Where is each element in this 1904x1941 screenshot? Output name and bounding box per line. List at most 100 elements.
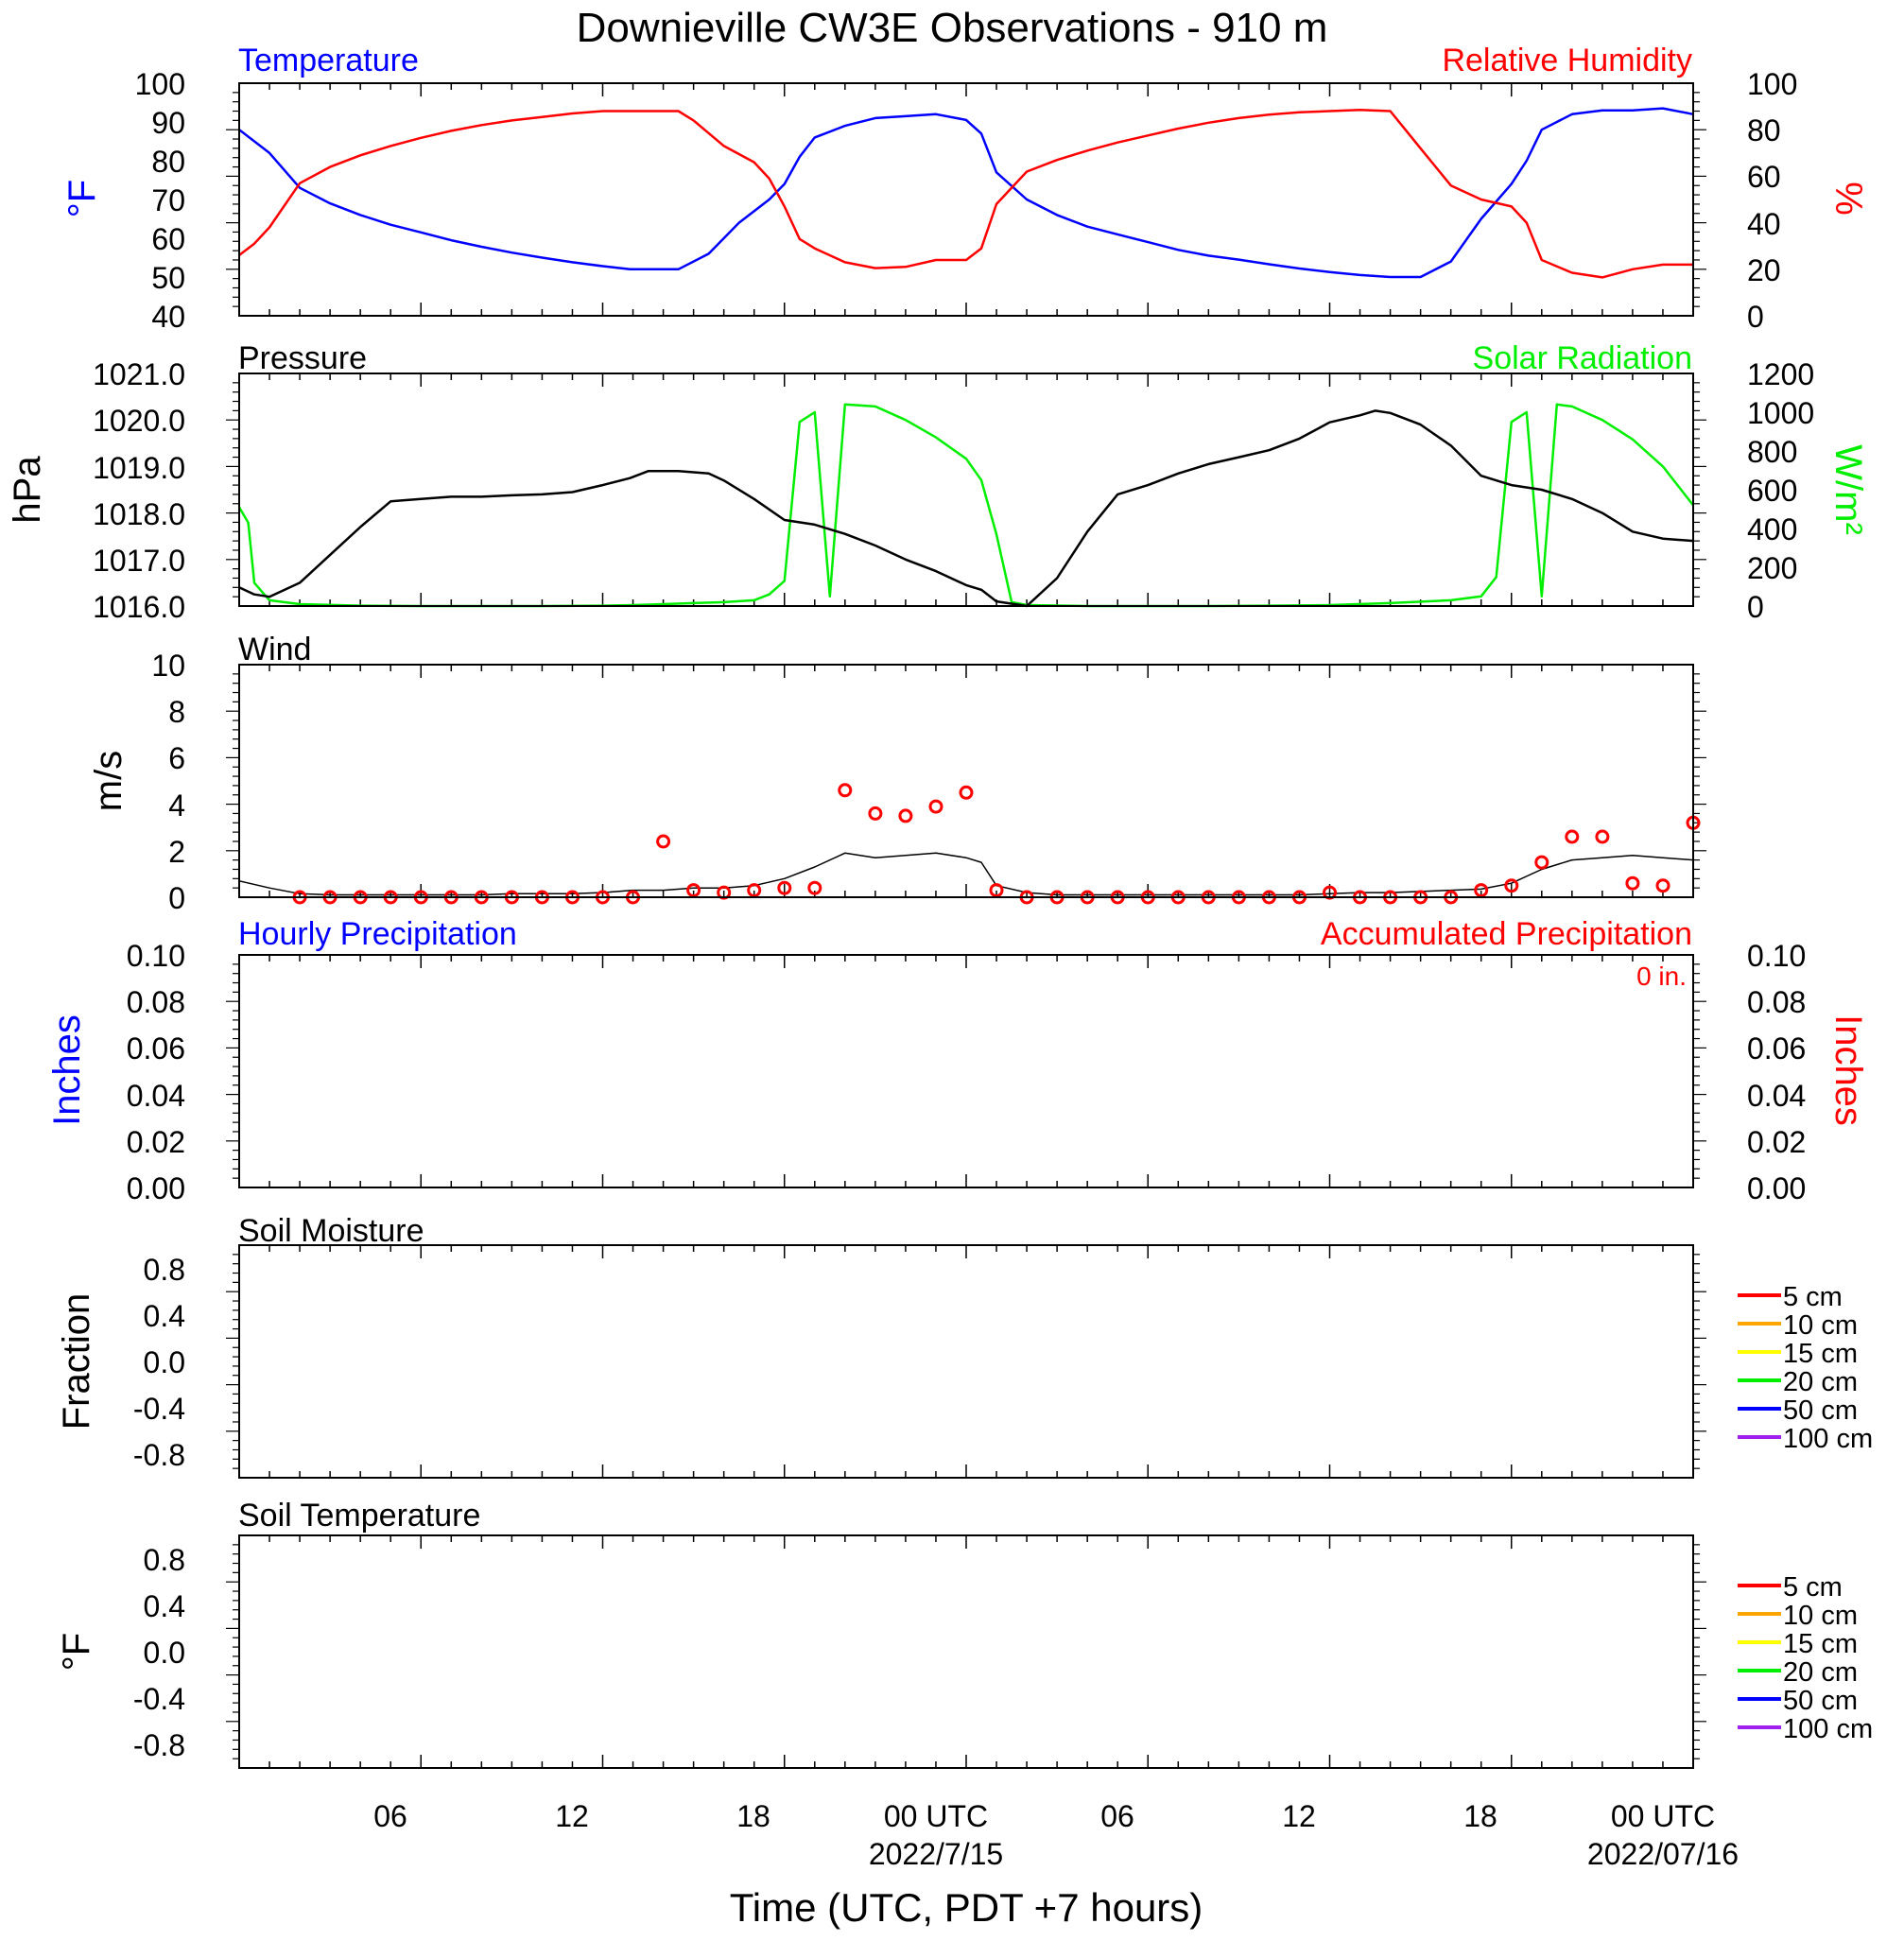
panel-tick-marks: [226, 665, 1706, 897]
soil-temp-ticks: 0.8 0.4 0.0 -0.4 -0.8: [133, 1543, 185, 1762]
y-tick-label: 100: [1747, 67, 1797, 101]
y-tick-label: 60: [1747, 160, 1781, 194]
x-tick-label: 12: [1282, 1799, 1316, 1833]
wind-ticks: 10 8 6 4 2 0: [151, 649, 185, 915]
y-tick-label: 2: [168, 835, 185, 869]
y-tick-label: 1200: [1747, 357, 1814, 391]
panel-temp-rh: Temperature Relative Humidity °F % 100 9…: [61, 43, 1869, 334]
y-tick-label: 0.00: [127, 1171, 185, 1205]
y-tick-label: 6: [168, 741, 185, 775]
x-tick-label: 18: [1463, 1799, 1497, 1833]
temperature-unit: °F: [61, 180, 103, 217]
legend-label: 5 cm: [1783, 1282, 1843, 1312]
soil-moisture-ticks: 0.8 0.4 0.0 -0.4 -0.8: [133, 1253, 185, 1472]
soil-temp-unit: °F: [56, 1633, 97, 1671]
y-tick-label: 80: [1747, 113, 1781, 147]
wind-marker: [747, 883, 762, 898]
panel-wind: Wind m/s 10 8 6 4 2 0: [88, 632, 1706, 915]
humidity-unit: %: [1827, 182, 1869, 216]
legend-label: 100 cm: [1783, 1424, 1873, 1454]
y-tick-label: 1019.0: [93, 451, 185, 485]
pressure-title: Pressure: [238, 340, 367, 376]
legend-label: 50 cm: [1783, 1686, 1858, 1716]
y-tick-label: 0.06: [127, 1031, 185, 1066]
legend-label: 5 cm: [1783, 1572, 1843, 1603]
panel-tick-marks: [226, 1245, 1706, 1478]
wind-marker: [838, 783, 853, 798]
wind-marker: [868, 806, 883, 821]
accum-precip-total: 0 in.: [1636, 962, 1687, 991]
accum-precip-unit: Inches: [1827, 1014, 1869, 1126]
wind-marker: [807, 880, 822, 895]
y-tick-label: 0.4: [144, 1299, 185, 1333]
soil-temp-title: Soil Temperature: [238, 1498, 480, 1534]
pressure-line: [238, 409, 1694, 608]
soil-temp-legend: 5 cm 10 cm 15 cm 20 cm 50 cm 100 cm: [1738, 1572, 1873, 1744]
hourly-precip-unit: Inches: [46, 1014, 88, 1126]
pressure-ticks: 1021.0 1020.0 1019.0 1018.0 1017.0 1016.…: [93, 357, 185, 624]
y-tick-label: -0.4: [133, 1392, 185, 1426]
y-tick-label: 0.10: [127, 939, 185, 973]
wind-marker: [686, 883, 701, 898]
x-tick-label: 06: [373, 1799, 407, 1833]
y-tick-label: 60: [151, 222, 185, 256]
y-tick-label: 90: [151, 106, 185, 140]
panel-frame: [238, 664, 1694, 898]
y-tick-label: 50: [151, 261, 185, 295]
y-tick-label: 0.0: [144, 1636, 185, 1670]
y-tick-label: 1020.0: [93, 404, 185, 438]
y-tick-label: 0.04: [127, 1079, 185, 1113]
hourly-precip-title: Hourly Precipitation: [238, 916, 517, 952]
y-tick-label: 70: [151, 183, 185, 217]
y-tick-label: 4: [168, 789, 185, 823]
x-tick-date: 2022/07/16: [1587, 1837, 1739, 1871]
pressure-unit: hPa: [7, 456, 48, 524]
hourly-precip-ticks: 0.10 0.08 0.06 0.04 0.02 0.00: [127, 939, 185, 1205]
x-axis: 06 12 18 00 UTC 2022/7/15 06 12 18 00 UT…: [373, 1799, 1739, 1930]
y-tick-label: 0.02: [127, 1125, 185, 1159]
x-tick-label: 06: [1100, 1799, 1134, 1833]
solar-title: Solar Radiation: [1473, 340, 1692, 376]
y-tick-label: 0.4: [144, 1589, 185, 1623]
wind-marker: [1504, 878, 1519, 893]
wind-marker: [959, 785, 974, 800]
y-tick-label: 1021.0: [93, 357, 185, 391]
y-tick-label: 0: [168, 881, 185, 915]
wind-marker: [1655, 878, 1670, 893]
wind-marker: [656, 834, 671, 849]
panel-precip: Hourly Precipitation Accumulated Precipi…: [46, 916, 1869, 1205]
wind-marker: [777, 880, 792, 895]
legend-label: 100 cm: [1783, 1714, 1873, 1744]
y-tick-label: 800: [1747, 435, 1797, 469]
panel-frame: [238, 1244, 1694, 1479]
y-tick-label: 0.06: [1747, 1031, 1806, 1066]
legend-label: 20 cm: [1783, 1657, 1858, 1688]
wind-marker: [989, 883, 1004, 898]
y-tick-label: 40: [151, 300, 185, 334]
panel-frame: [238, 1534, 1694, 1769]
wind-marker: [898, 808, 913, 823]
y-tick-label: 10: [151, 649, 185, 683]
panel-soil-moisture: Soil Moisture Fraction 0.8 0.4 0.0 -0.4 …: [56, 1213, 1873, 1479]
x-tick-date: 2022/7/15: [869, 1837, 1003, 1871]
legend-label: 10 cm: [1783, 1310, 1858, 1341]
y-tick-label: -0.8: [133, 1438, 185, 1472]
accum-precip-title: Accumulated Precipitation: [1321, 916, 1692, 952]
chart-title: Downieville CW3E Observations - 910 m: [577, 5, 1328, 51]
wind-marker: [1595, 829, 1610, 844]
soil-moisture-unit: Fraction: [56, 1293, 97, 1430]
humidity-title: Relative Humidity: [1442, 43, 1692, 78]
x-axis-label: Time (UTC, PDT +7 hours): [730, 1885, 1203, 1930]
panel-pressure-solar: Pressure Solar Radiation hPa W/m² 1021.0…: [7, 340, 1869, 624]
solar-ticks: 1200 1000 800 600 400 200 0: [1747, 357, 1814, 624]
legend-label: 50 cm: [1783, 1395, 1858, 1426]
wind-marker: [1534, 855, 1549, 870]
panel-tick-marks: [226, 83, 1706, 316]
y-tick-label: 1000: [1747, 396, 1814, 430]
y-tick-label: 0.04: [1747, 1079, 1806, 1113]
y-tick-label: 0.08: [1747, 985, 1806, 1019]
panel-tick-marks: [226, 373, 1706, 606]
x-tick-label: 18: [736, 1799, 770, 1833]
wind-marker: [1625, 875, 1640, 891]
legend-label: 10 cm: [1783, 1601, 1858, 1631]
